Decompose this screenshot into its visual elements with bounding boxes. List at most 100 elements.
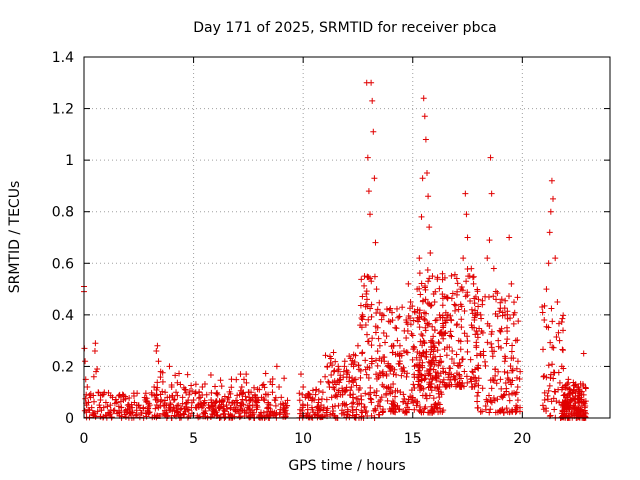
data-point [251, 384, 258, 391]
data-point [343, 384, 350, 391]
data-point [539, 309, 546, 316]
data-point [435, 388, 442, 395]
data-point [264, 412, 271, 419]
data-point [425, 358, 432, 365]
data-point [347, 355, 354, 362]
data-point [541, 302, 548, 309]
data-point [416, 324, 423, 331]
data-point [410, 399, 417, 406]
data-point [457, 338, 464, 345]
data-point [82, 395, 89, 402]
data-point [272, 402, 279, 409]
data-point [169, 392, 176, 399]
y-axis-label: SRMTID / TECUs [7, 181, 23, 294]
data-point [166, 394, 173, 401]
data-point [91, 398, 98, 405]
data-point [462, 293, 469, 300]
data-point [81, 407, 88, 414]
data-point [126, 394, 133, 401]
data-point [379, 370, 386, 377]
data-point [384, 397, 391, 404]
data-point [265, 405, 272, 412]
data-point [386, 388, 393, 395]
data-point [505, 391, 512, 398]
data-point [90, 412, 97, 419]
data-point [425, 193, 432, 200]
data-point [509, 390, 516, 397]
data-point [93, 368, 100, 375]
data-point [142, 390, 149, 397]
data-point [383, 333, 390, 340]
data-point [418, 331, 425, 338]
data-point [319, 389, 326, 396]
data-point [436, 340, 443, 347]
data-point [432, 401, 439, 408]
data-point [514, 294, 521, 301]
data-point [479, 408, 486, 415]
data-point [442, 309, 449, 316]
data-point [372, 407, 379, 414]
data-point [487, 398, 494, 405]
data-point [112, 396, 119, 403]
data-point [94, 408, 101, 415]
data-point [233, 376, 240, 383]
data-point [575, 384, 582, 391]
data-point [325, 378, 332, 385]
data-point [327, 411, 334, 418]
data-point [569, 404, 576, 411]
data-point [462, 190, 469, 197]
data-point [454, 321, 461, 328]
data-point [315, 387, 322, 394]
data-point [269, 375, 276, 382]
data-point [177, 381, 184, 388]
data-point [457, 346, 464, 353]
data-point [456, 371, 463, 378]
data-point [475, 375, 482, 382]
data-point [455, 363, 462, 370]
data-point [208, 389, 215, 396]
data-point [383, 384, 390, 391]
data-point [332, 393, 339, 400]
data-point [355, 386, 362, 393]
data-point [224, 396, 231, 403]
data-point [272, 412, 279, 419]
data-point [413, 354, 420, 361]
data-point [260, 409, 267, 416]
data-point [97, 404, 104, 411]
data-point [221, 393, 228, 400]
data-point [280, 413, 287, 420]
data-point [403, 335, 410, 342]
data-point [565, 391, 572, 398]
data-point [500, 392, 507, 399]
data-point [555, 369, 562, 376]
data-point [399, 367, 406, 374]
data-point [363, 296, 370, 303]
data-point [339, 407, 346, 414]
data-point [416, 255, 423, 262]
data-point [428, 339, 435, 346]
data-point [373, 286, 380, 293]
data-point [580, 408, 587, 415]
data-point [448, 355, 455, 362]
data-point [176, 370, 183, 377]
data-point [550, 375, 557, 382]
data-point [456, 380, 463, 387]
data-point [296, 390, 303, 397]
x-tick-label: 5 [189, 431, 198, 447]
data-point [309, 387, 316, 394]
data-point [383, 306, 390, 313]
data-point [551, 406, 558, 413]
data-point [409, 303, 416, 310]
data-point [547, 339, 554, 346]
data-point [403, 408, 410, 415]
data-point [199, 392, 206, 399]
data-point [507, 363, 514, 370]
data-point [550, 195, 557, 202]
data-point [414, 348, 421, 355]
data-point [278, 394, 285, 401]
data-point [471, 314, 478, 321]
data-point [495, 337, 502, 344]
data-point [151, 392, 158, 399]
data-point [240, 401, 247, 408]
data-point [474, 331, 481, 338]
